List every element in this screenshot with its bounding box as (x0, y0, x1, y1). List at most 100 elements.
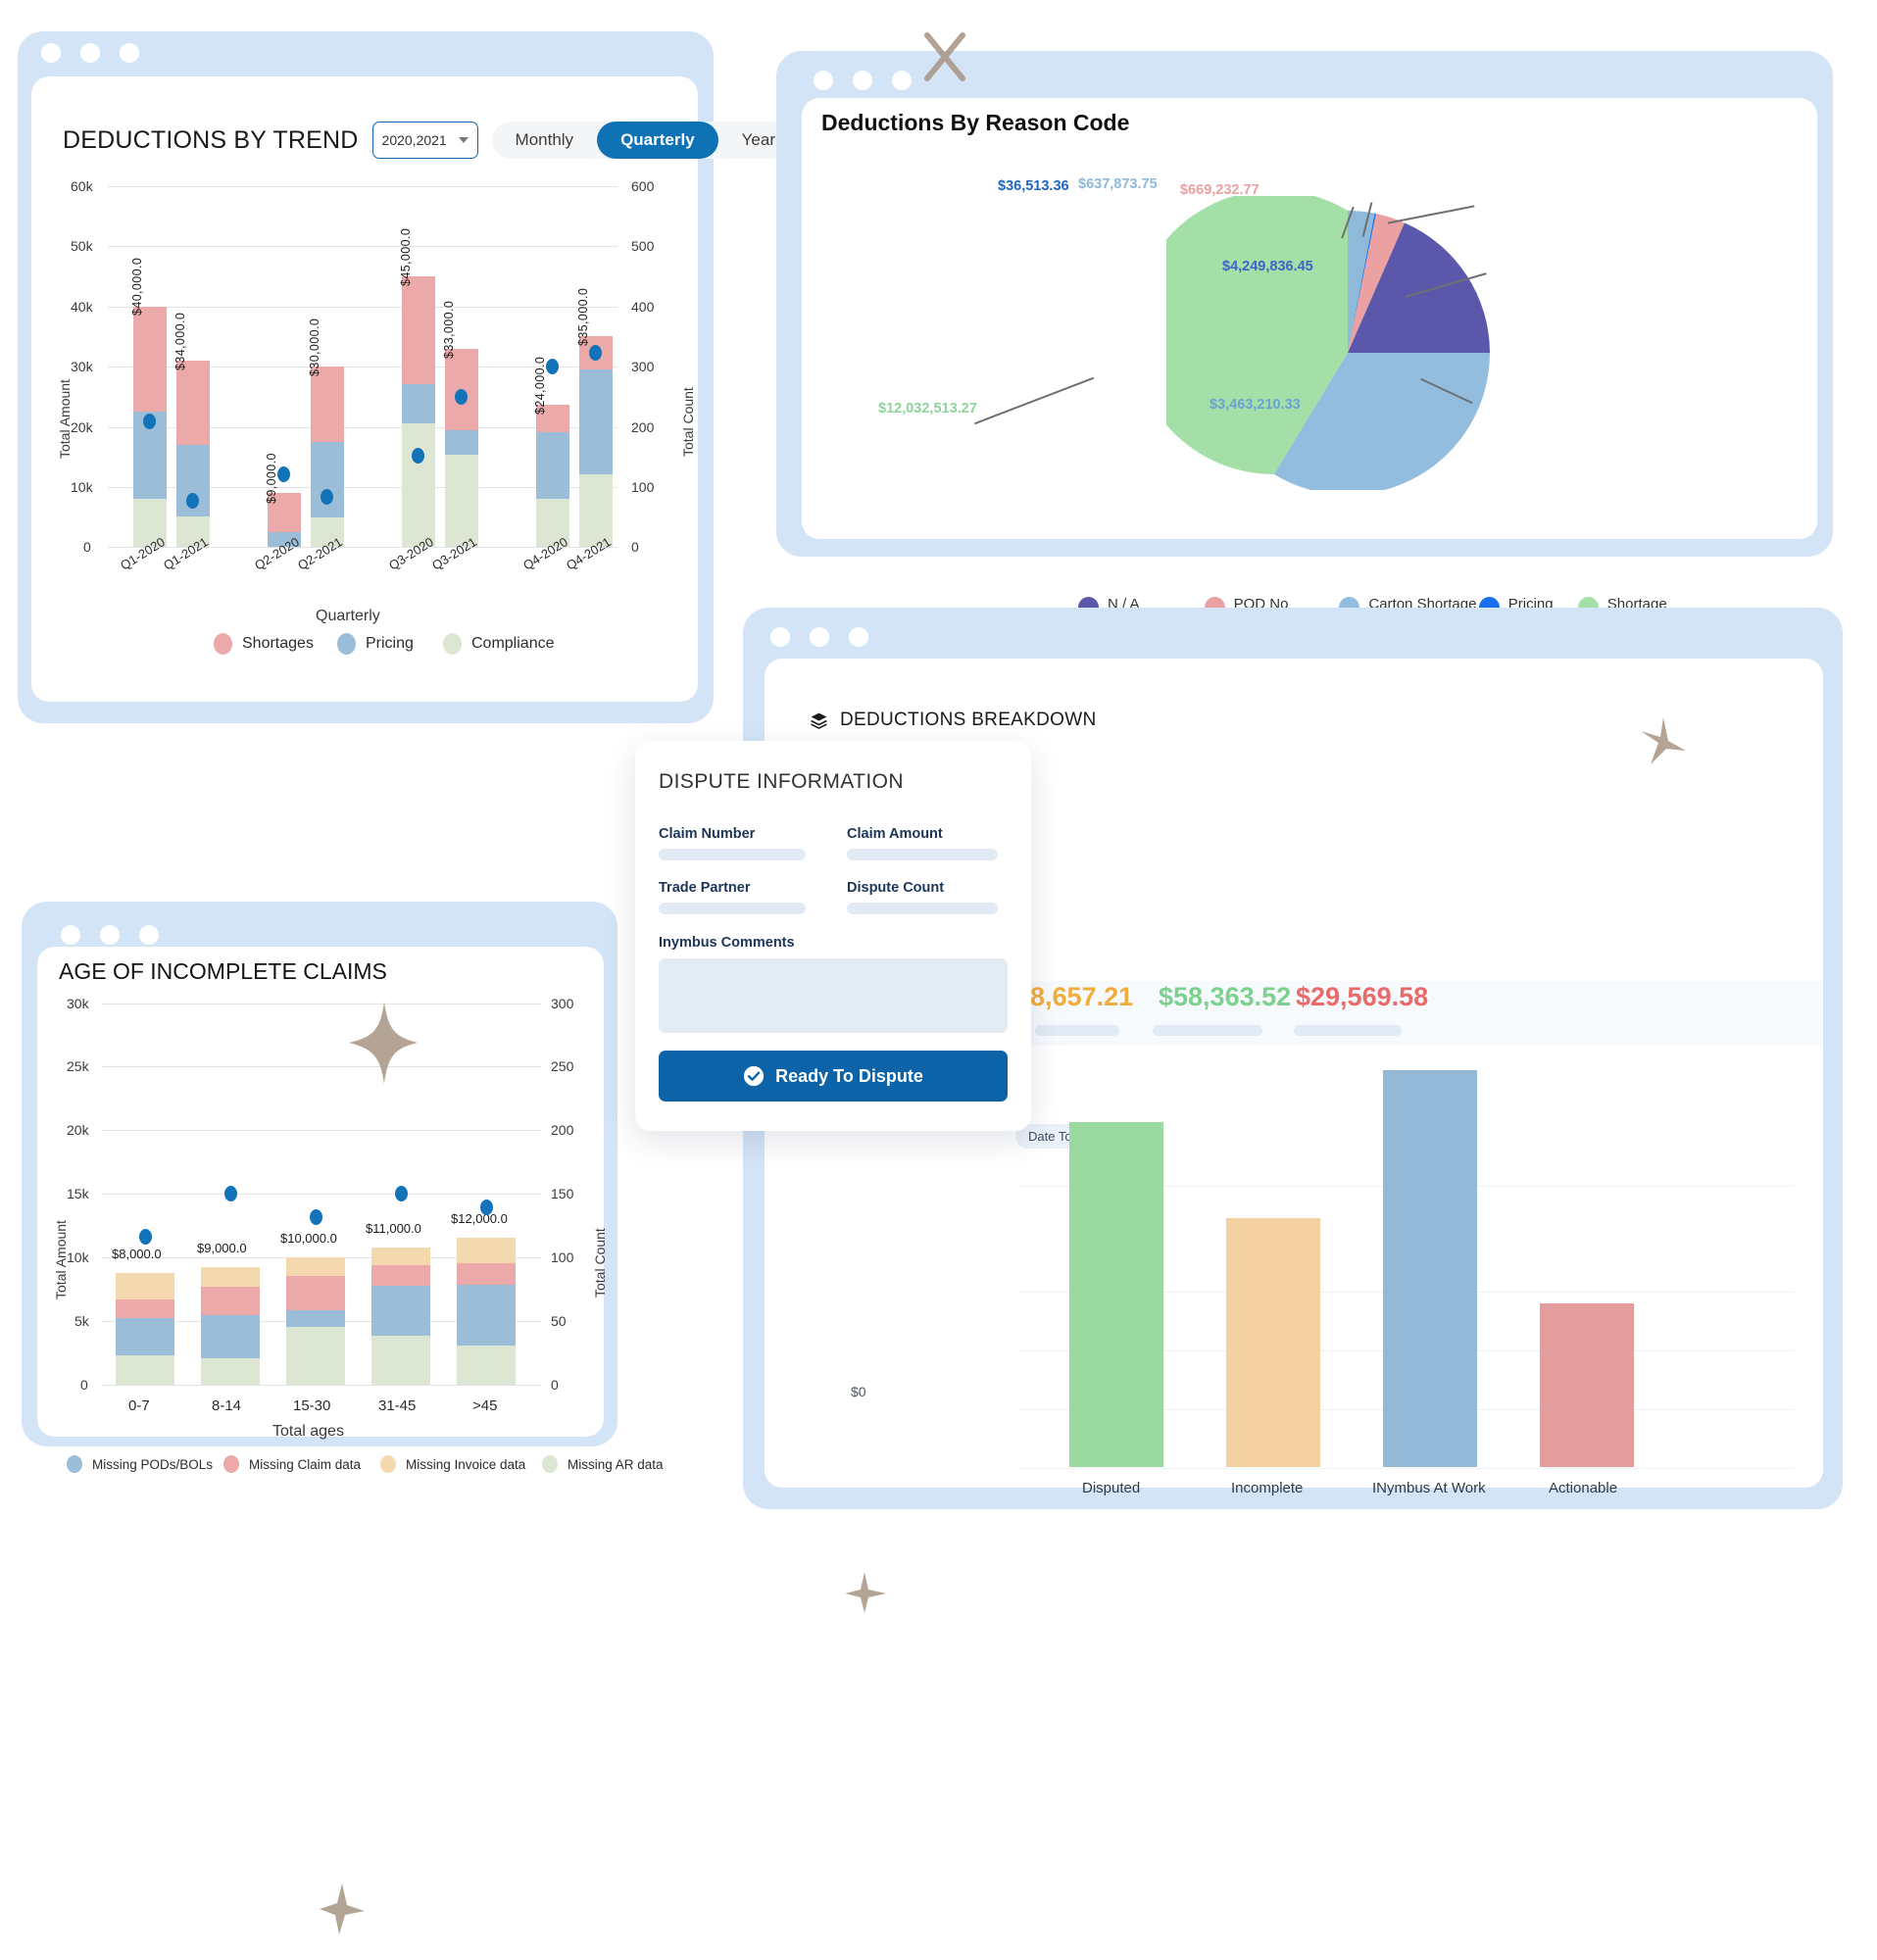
count-point (143, 414, 156, 429)
age-plot: 30k 25k 20k 15k 10k 5k 0 300 250 200 150… (37, 947, 608, 1440)
bar-q4-2020[interactable] (536, 405, 569, 547)
y2-tick: 200 (551, 1122, 574, 1138)
pie-slice-concealed-shortage[interactable] (1348, 210, 1375, 353)
bar-q1-2021[interactable] (176, 361, 210, 547)
legend-label: Shortages (242, 635, 314, 652)
window-dots (770, 627, 868, 647)
legend-item-missing-claim-data[interactable]: Missing Claim data (223, 1455, 361, 1473)
y2-tick: 100 (551, 1250, 574, 1265)
deductions-by-trend-pane: DEDUCTIONS BY TREND 2020,2021 Monthly Qu… (31, 76, 812, 702)
pie-label-na: $4,249,836.45 (1222, 259, 1313, 274)
bar-age-31-45[interactable] (371, 1248, 430, 1385)
bar-segment-shortages (268, 493, 301, 532)
bar-q4-2021[interactable] (579, 336, 613, 547)
bar-segment-compliance (536, 499, 569, 547)
x-tick: >45 (472, 1397, 498, 1414)
tab-quarterly[interactable]: Quarterly (597, 122, 718, 159)
page-title: DEDUCTIONS BY TREND (63, 125, 359, 154)
count-point (224, 1186, 237, 1201)
year-select[interactable]: 2020,2021 (371, 122, 478, 159)
y2-tick: 300 (551, 996, 574, 1011)
bar-segment-missing-claim-data (371, 1265, 430, 1286)
bar-age-15-30[interactable] (286, 1257, 345, 1385)
pie-label-carton-shortage: $3,463,210.33 (1210, 397, 1301, 413)
legend-item-compliance[interactable]: Compliance (443, 633, 554, 655)
bar-q3-2021[interactable] (445, 349, 478, 547)
y-tick: 10k (67, 1250, 89, 1265)
bar-value-label: $9,000.0 (197, 1241, 247, 1255)
bar-segment-pricing (268, 532, 301, 547)
bar-value-label: $30,000.0 (308, 318, 321, 376)
count-point (455, 389, 468, 405)
bar-q2-2020[interactable] (268, 493, 301, 547)
y2-tick: 400 (631, 299, 655, 315)
claim-amount-input[interactable] (847, 849, 998, 860)
bar-value-label: $33,000.0 (442, 300, 456, 359)
bar-segment-missing-ar-data (116, 1355, 174, 1385)
legend-item-missing-invoice-data[interactable]: Missing Invoice data (380, 1455, 525, 1473)
bar-segment-pricing (402, 384, 435, 423)
bar-segment-pricing (579, 369, 613, 474)
y-tick: 30k (71, 359, 93, 374)
bar-inymbus-at-work[interactable] (1383, 1070, 1477, 1467)
bar-age-8-14[interactable] (201, 1267, 260, 1385)
y-axis-label: Total Amount (53, 1220, 69, 1299)
gridline (102, 1385, 541, 1386)
bar-age-0-7[interactable] (116, 1273, 174, 1385)
y2-tick: 300 (631, 359, 655, 374)
window-dot (770, 627, 790, 647)
bar-segment-missing-pods-bols (457, 1285, 516, 1346)
legend-label: Compliance (471, 635, 555, 652)
legend-item-missing-ar-data[interactable]: Missing AR data (542, 1455, 664, 1473)
x-tick: 0-7 (128, 1397, 150, 1414)
bar-segment-pricing (445, 430, 478, 455)
y2-tick: 0 (631, 539, 639, 555)
trade-partner-input[interactable] (659, 903, 806, 914)
pie-label-pod-no-merchandise: $669,232.77 (1180, 182, 1260, 198)
breakdown-title: DEDUCTIONS BREAKDOWN (840, 710, 1097, 730)
tab-monthly[interactable]: Monthly (515, 130, 574, 149)
bar-disputed[interactable] (1069, 1122, 1163, 1467)
bar-segment-missing-ar-data (371, 1336, 430, 1385)
bar-segment-shortages (311, 367, 344, 442)
window-dot (100, 925, 120, 945)
pie-slice-shortage[interactable] (1166, 196, 1348, 474)
legend-item-pricing[interactable]: Pricing (337, 633, 414, 655)
legend-swatch (443, 633, 462, 655)
dispute-count-input[interactable] (847, 903, 998, 914)
y-tick: 0 (80, 1377, 88, 1393)
tab-yearly[interactable]: Yearly (741, 130, 788, 149)
y-tick: 20k (71, 419, 93, 435)
count-point (480, 1200, 493, 1215)
bar-actionable[interactable] (1540, 1303, 1634, 1467)
inymbus-comments-textarea[interactable] (659, 958, 1008, 1033)
bar-age-over-45[interactable] (457, 1238, 516, 1385)
reason-code-pie-chart[interactable] (1166, 196, 1529, 490)
bar-q3-2020[interactable] (402, 276, 435, 547)
pie-slice-pricing[interactable] (1348, 213, 1376, 353)
bar-q1-2020[interactable] (133, 307, 167, 547)
pie-label-concealed-shortage: $637,873.75 (1078, 176, 1158, 192)
bar-incomplete[interactable] (1226, 1218, 1320, 1467)
bar-value-label: $9,000.0 (265, 453, 278, 504)
legend-swatch (214, 633, 232, 655)
kpi-underline (1153, 1025, 1262, 1036)
bar-segment-shortages (536, 405, 569, 432)
pie-slice-carton-shortage[interactable] (1273, 353, 1490, 490)
count-point (321, 489, 333, 505)
bar-q2-2021[interactable] (311, 367, 344, 547)
count-point (277, 466, 290, 482)
kpi-value-3: $29,569.58 (1296, 982, 1429, 1011)
count-point (139, 1229, 152, 1245)
pie-slice-na[interactable] (1348, 222, 1490, 353)
kpi-strip (990, 981, 1823, 1046)
bar-segment-missing-pods-bols (286, 1310, 345, 1327)
legend-item-missing-pods-bols[interactable]: Missing PODs/BOLs (67, 1455, 213, 1473)
y-tick: 30k (67, 996, 89, 1011)
y2-tick: 200 (631, 419, 655, 435)
legend-item-shortages[interactable]: Shortages (214, 633, 314, 655)
pie-slice-pod-no-merchandise-received[interactable] (1348, 213, 1405, 353)
y-tick: 15k (67, 1186, 89, 1201)
ready-to-dispute-button[interactable]: Ready To Dispute (659, 1051, 1008, 1102)
claim-number-input[interactable] (659, 849, 806, 860)
